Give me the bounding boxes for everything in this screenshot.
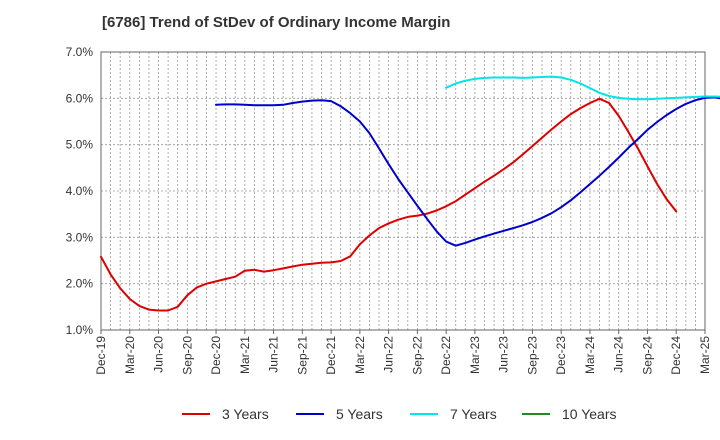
legend-label-10-years: 10 Years (562, 406, 617, 422)
plot-frame (100, 51, 706, 331)
x-tick-label: Mar-23 (468, 336, 482, 374)
x-tick-label: Dec-23 (554, 336, 568, 375)
x-tick-label: Mar-21 (238, 336, 252, 374)
legend-label-3-years: 3 Years (222, 406, 269, 422)
legend-swatch-10-years (522, 413, 550, 415)
series-line-5-years (215, 96, 720, 247)
x-tick-label: Dec-21 (324, 336, 338, 375)
legend-item-5-years: 5 Years (296, 402, 383, 426)
chart-title: [6786] Trend of StDev of Ordinary Income… (102, 14, 451, 31)
legend-swatch-5-years (296, 413, 324, 415)
x-tick-label: Sep-24 (640, 336, 654, 375)
legend-item-7-years: 7 Years (410, 402, 497, 426)
x-tick-label: Dec-20 (209, 336, 223, 375)
x-tick-label: Mar-25 (698, 336, 712, 374)
x-tick-label: Jun-20 (152, 336, 166, 373)
legend-item-3-years: 3 Years (182, 402, 269, 426)
x-tick-label: Mar-20 (123, 336, 137, 374)
legend-item-10-years: 10 Years (522, 402, 617, 426)
x-tick-label: Sep-23 (525, 336, 539, 375)
x-tick-label: Dec-22 (439, 336, 453, 375)
y-tick-label: 1.0% (66, 323, 94, 337)
x-tick-label: Sep-22 (410, 336, 424, 375)
x-tick-label: Mar-24 (583, 336, 597, 374)
y-tick-label: 6.0% (66, 91, 94, 105)
x-tick-label: Jun-21 (267, 336, 281, 373)
x-tick-label: Sep-21 (295, 336, 309, 375)
x-tick-label: Jun-23 (497, 336, 511, 373)
legend-label-7-years: 7 Years (450, 406, 497, 422)
series-line-7-years (445, 75, 720, 101)
x-tick-label: Jun-24 (612, 336, 626, 373)
x-tick-label: Jun-22 (382, 336, 396, 373)
grid-layer (100, 51, 706, 331)
legend-swatch-7-years (410, 413, 438, 415)
legend-swatch-3-years (182, 413, 210, 415)
series-layer (100, 75, 720, 312)
y-tick-label: 7.0% (66, 45, 94, 59)
x-tick-label: Mar-22 (353, 336, 367, 374)
x-tick-label: Dec-24 (669, 336, 683, 375)
x-tick-label: Dec-19 (94, 336, 108, 375)
legend-label-5-years: 5 Years (336, 406, 383, 422)
x-tick-label: Sep-20 (180, 336, 194, 375)
y-tick-label: 2.0% (66, 277, 94, 291)
series-line-3-years (100, 97, 678, 312)
y-tick-label: 4.0% (66, 184, 94, 198)
legend: 3 Years 5 Years 7 Years 10 Years (0, 402, 720, 426)
axis-layer: 1.0% 2.0% 3.0% 4.0% 5.0% 6.0% 7.0% Dec-19 Mar-20… (66, 45, 712, 375)
y-tick-label: 3.0% (66, 230, 94, 244)
y-tick-label: 5.0% (66, 138, 94, 152)
